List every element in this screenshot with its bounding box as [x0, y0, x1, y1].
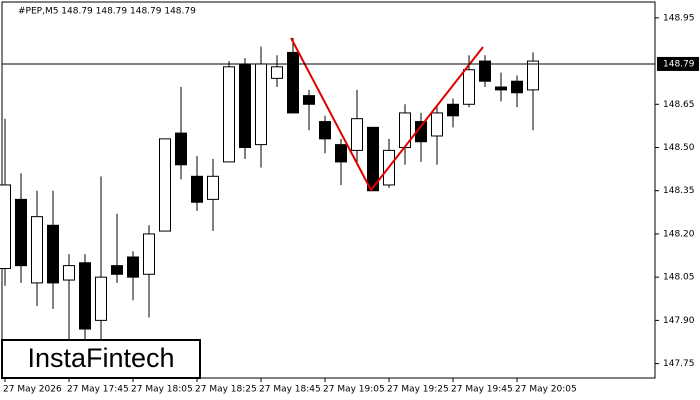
candle-body — [111, 265, 123, 275]
pattern-line — [290, 37, 484, 192]
candle-body — [271, 66, 283, 79]
candle-body — [255, 63, 267, 146]
candle-body — [447, 103, 459, 117]
candle-body — [479, 60, 491, 82]
candle-body — [319, 121, 331, 140]
candle-body — [175, 132, 187, 166]
candle-body — [463, 69, 475, 105]
candle-body — [431, 112, 443, 137]
candle-body — [527, 60, 539, 91]
candle-body — [191, 175, 203, 203]
x-tick-label: 27 May 20:05 — [515, 385, 577, 395]
candle-body — [47, 224, 59, 284]
plot-frame — [1, 1, 656, 379]
current-price-label: 148.79 — [663, 59, 695, 69]
y-tick-label: 147.75 — [663, 359, 695, 369]
candle-body — [79, 262, 91, 330]
candle-body — [239, 63, 251, 149]
candle-body — [367, 126, 379, 192]
x-tick-label: 27 May 19:45 — [451, 385, 513, 395]
x-tick-label: 27 May 17:45 — [67, 385, 129, 395]
candle-body — [223, 66, 235, 163]
candle-body — [351, 118, 363, 151]
x-tick-label: 27 May 18:45 — [259, 385, 321, 395]
watermark: InstaFintech — [27, 343, 174, 373]
candle-body — [335, 144, 347, 163]
x-tick-label: 27 May 18:05 — [131, 385, 193, 395]
candle-body — [303, 95, 315, 105]
candle-body — [207, 175, 219, 200]
x-tick-label: 27 May 2026 — [3, 385, 62, 395]
candle-body — [31, 216, 43, 284]
y-tick-label: 148.35 — [663, 186, 695, 196]
x-tick-label: 27 May 18:25 — [195, 385, 257, 395]
candle-body — [127, 256, 139, 278]
candle-body — [0, 184, 11, 270]
y-tick-label: 148.95 — [663, 13, 695, 23]
y-tick-label: 148.05 — [663, 273, 695, 283]
watermark-box — [1, 339, 201, 379]
candle-body — [95, 276, 107, 321]
x-tick-label: 27 May 19:25 — [387, 385, 449, 395]
y-tick-label: 148.50 — [663, 143, 695, 153]
y-tick-label: 147.90 — [663, 316, 695, 326]
candle-body — [15, 198, 27, 267]
candle-body — [511, 80, 523, 94]
candle-body — [287, 51, 299, 114]
current-price-box — [657, 56, 699, 71]
candle-body — [159, 138, 171, 232]
candle-body — [143, 233, 155, 275]
candle-body — [63, 265, 75, 281]
candle-body — [495, 86, 507, 91]
y-tick-label: 148.20 — [663, 229, 695, 239]
x-tick-label: 27 May 19:05 — [323, 385, 385, 395]
chart-title: #PEP,M5 148.79 148.79 148.79 148.79 — [18, 7, 196, 17]
y-tick-label: 148.65 — [663, 100, 695, 110]
